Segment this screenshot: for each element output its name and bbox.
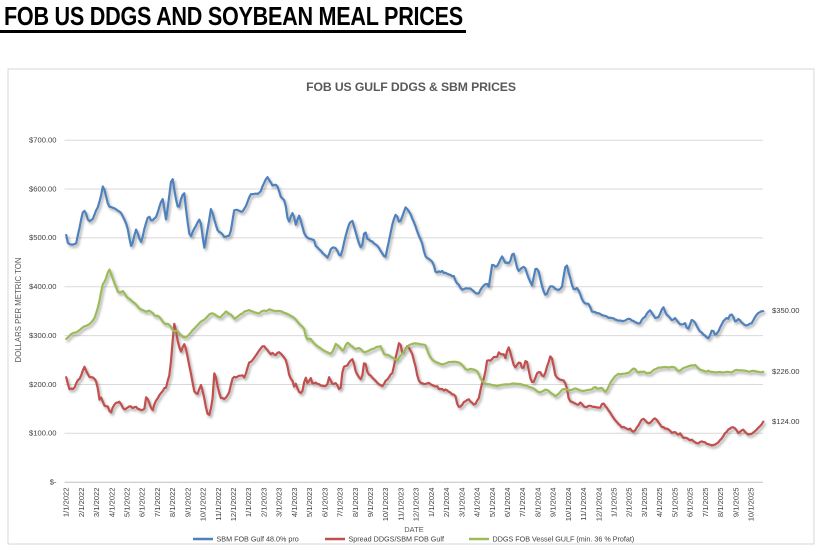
svg-text:8/1/2023: 8/1/2023 [351, 488, 360, 518]
svg-text:$226.00: $226.00 [772, 367, 799, 376]
svg-text:7/1/2022: 7/1/2022 [153, 488, 162, 518]
svg-text:8/1/2025: 8/1/2025 [716, 488, 725, 518]
svg-text:4/1/2023: 4/1/2023 [290, 488, 299, 518]
svg-text:5/1/2023: 5/1/2023 [305, 488, 314, 518]
svg-text:6/1/2023: 6/1/2023 [320, 488, 329, 518]
svg-text:2/1/2023: 2/1/2023 [260, 488, 269, 518]
svg-text:9/1/2025: 9/1/2025 [731, 488, 740, 518]
svg-text:$500.00: $500.00 [29, 233, 56, 242]
svg-text:6/1/2025: 6/1/2025 [686, 488, 695, 518]
svg-text:5/1/2025: 5/1/2025 [670, 488, 679, 518]
svg-text:2/1/2024: 2/1/2024 [442, 488, 451, 518]
svg-text:3/1/2023: 3/1/2023 [275, 488, 284, 518]
svg-text:DDGS FOB Vessel GULF (min. 36: DDGS FOB Vessel GULF (min. 36 % Profat) [493, 535, 635, 544]
svg-text:3/1/2024: 3/1/2024 [457, 488, 466, 518]
svg-text:FOB US GULF DDGS & SBM PRICES: FOB US GULF DDGS & SBM PRICES [306, 80, 516, 94]
svg-text:1/1/2024: 1/1/2024 [427, 488, 436, 518]
svg-text:$-: $- [50, 478, 57, 487]
svg-text:$350.00: $350.00 [772, 306, 799, 315]
svg-text:2/1/2022: 2/1/2022 [77, 488, 86, 518]
svg-text:7/1/2025: 7/1/2025 [701, 488, 710, 518]
svg-text:6/1/2024: 6/1/2024 [503, 488, 512, 518]
svg-text:4/1/2022: 4/1/2022 [107, 488, 116, 518]
svg-text:$300.00: $300.00 [29, 331, 56, 340]
svg-text:$400.00: $400.00 [29, 282, 56, 291]
svg-text:1/1/2023: 1/1/2023 [244, 488, 253, 518]
svg-text:7/1/2023: 7/1/2023 [336, 488, 345, 518]
svg-text:5/1/2024: 5/1/2024 [488, 488, 497, 518]
svg-text:SBM FOB Gulf 48.0% pro: SBM FOB Gulf 48.0% pro [217, 535, 299, 544]
svg-text:12/1/2022: 12/1/2022 [229, 488, 238, 522]
svg-text:9/1/2023: 9/1/2023 [366, 488, 375, 518]
svg-text:$124.00: $124.00 [772, 417, 799, 426]
svg-text:DATE: DATE [404, 525, 423, 534]
svg-text:$200.00: $200.00 [29, 380, 56, 389]
svg-text:3/1/2022: 3/1/2022 [92, 488, 101, 518]
svg-text:10/1/2022: 10/1/2022 [199, 488, 208, 522]
svg-text:10/1/2025: 10/1/2025 [747, 488, 756, 522]
svg-text:1/1/2022: 1/1/2022 [62, 488, 71, 518]
svg-text:DOLLARS PER METRIC TON: DOLLARS PER METRIC TON [14, 258, 23, 363]
svg-text:11/1/2024: 11/1/2024 [579, 488, 588, 521]
svg-text:3/1/2025: 3/1/2025 [640, 488, 649, 518]
svg-text:8/1/2022: 8/1/2022 [168, 488, 177, 518]
svg-text:$700.00: $700.00 [29, 136, 56, 145]
svg-text:10/1/2023: 10/1/2023 [381, 488, 390, 522]
svg-text:11/1/2022: 11/1/2022 [214, 488, 223, 521]
svg-text:2/1/2025: 2/1/2025 [625, 488, 634, 518]
svg-text:$100.00: $100.00 [29, 429, 56, 438]
svg-text:11/1/2023: 11/1/2023 [396, 488, 405, 521]
svg-text:$600.00: $600.00 [29, 184, 56, 193]
svg-text:5/1/2022: 5/1/2022 [123, 488, 132, 518]
svg-text:8/1/2024: 8/1/2024 [533, 488, 542, 518]
svg-text:12/1/2024: 12/1/2024 [594, 488, 603, 522]
svg-text:Spread DDGS/SBM FOB Gulf: Spread DDGS/SBM FOB Gulf [349, 535, 444, 544]
svg-text:1/1/2025: 1/1/2025 [610, 488, 619, 518]
svg-text:9/1/2022: 9/1/2022 [183, 488, 192, 518]
svg-text:6/1/2022: 6/1/2022 [138, 488, 147, 518]
svg-text:7/1/2024: 7/1/2024 [518, 488, 527, 518]
svg-text:10/1/2024: 10/1/2024 [564, 488, 573, 522]
svg-text:12/1/2023: 12/1/2023 [412, 488, 421, 522]
svg-text:4/1/2025: 4/1/2025 [655, 488, 664, 518]
svg-text:4/1/2024: 4/1/2024 [473, 488, 482, 518]
svg-text:9/1/2024: 9/1/2024 [549, 488, 558, 518]
